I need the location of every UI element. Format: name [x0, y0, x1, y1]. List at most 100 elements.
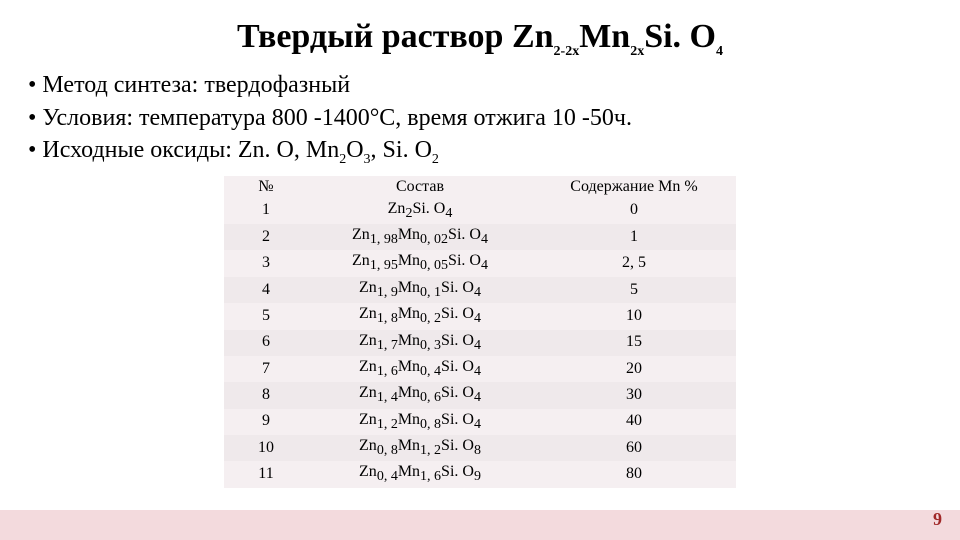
- comp-m2: Si. O: [441, 437, 474, 454]
- comp-zn: Zn: [359, 358, 377, 375]
- comp-s2: 0, 4: [420, 364, 441, 379]
- comp-s1: 1, 4: [377, 390, 398, 405]
- cell-composition: Zn1, 2Mn0, 8Si. O4: [308, 409, 532, 435]
- comp-s1: 0, 4: [377, 470, 398, 485]
- comp-m2: Si. O: [441, 305, 474, 322]
- cell-composition: Zn1, 9Mn0, 1Si. O4: [308, 277, 532, 303]
- cell-number: 6: [224, 330, 308, 356]
- cell-composition: Zn2Si. O4: [308, 198, 532, 224]
- comp-m2: Si. O: [441, 384, 474, 401]
- cell-composition: Zn1, 6Mn0, 4Si. O4: [308, 356, 532, 382]
- table-row: 3Zn1, 95Mn0, 05Si. O42, 5: [224, 250, 736, 276]
- title-sub1: 2-2x: [554, 44, 580, 59]
- comp-m1: Mn: [398, 463, 420, 480]
- comp-s2: 0, 8: [420, 417, 441, 432]
- slide-title: Твердый раствор Zn2-2xMn2xSi. O4: [28, 18, 932, 59]
- comp-m1: Mn: [398, 226, 420, 243]
- comp-s1: 1, 6: [377, 364, 398, 379]
- cell-mn-content: 2, 5: [532, 250, 736, 276]
- table-header-row: № Состав Содержание Mn %: [224, 176, 736, 198]
- comp-m1: Mn: [398, 252, 420, 269]
- table-row: 4Zn1, 9Mn0, 1Si. O45: [224, 277, 736, 303]
- comp-s1: 1, 9: [377, 285, 398, 300]
- comp-m2: Si. O: [448, 226, 481, 243]
- cell-number: 10: [224, 435, 308, 461]
- comp-s3: 4: [474, 285, 481, 300]
- slide: Твердый раствор Zn2-2xMn2xSi. O4 Метод с…: [0, 0, 960, 540]
- comp-m2: Si. O: [441, 332, 474, 349]
- title-sub3: 4: [716, 44, 723, 59]
- cell-composition: Zn0, 8Mn1, 2Si. O8: [308, 435, 532, 461]
- cell-number: 4: [224, 277, 308, 303]
- table-row: 2Zn1, 98Mn0, 02Si. O41: [224, 224, 736, 250]
- cell-number: 11: [224, 461, 308, 487]
- cell-number: 1: [224, 198, 308, 224]
- comp-m2: Si. O: [448, 252, 481, 269]
- cell-mn-content: 80: [532, 461, 736, 487]
- cell-mn-content: 1: [532, 224, 736, 250]
- comp-s1: 0, 8: [377, 443, 398, 458]
- cell-composition: Zn1, 7Mn0, 3Si. O4: [308, 330, 532, 356]
- cell-mn-content: 20: [532, 356, 736, 382]
- comp-zn: Zn: [359, 332, 377, 349]
- comp-zn: Zn: [359, 305, 377, 322]
- composition-table: № Состав Содержание Mn % 1Zn2Si. O402Zn1…: [224, 176, 736, 488]
- comp-m2: Si. O: [441, 358, 474, 375]
- comp-m1: Mn: [398, 411, 420, 428]
- table-row: 6Zn1, 7Mn0, 3Si. O415: [224, 330, 736, 356]
- cell-composition: Zn1, 98Mn0, 02Si. O4: [308, 224, 532, 250]
- bullet-3-s2: 3: [364, 152, 371, 167]
- cell-composition: Zn1, 4Mn0, 6Si. O4: [308, 382, 532, 408]
- bullet-3-s3: 2: [432, 152, 439, 167]
- cell-number: 3: [224, 250, 308, 276]
- comp-s2: 0, 05: [420, 259, 448, 274]
- th-number: №: [224, 176, 308, 198]
- comp-s3: 4: [474, 390, 481, 405]
- comp-zn: Zn: [359, 384, 377, 401]
- comp-m1: Mn: [398, 437, 420, 454]
- comp-zn: Zn: [388, 200, 406, 217]
- comp-zn: Zn: [352, 226, 370, 243]
- composition-table-wrap: № Состав Содержание Mn % 1Zn2Si. O402Zn1…: [28, 176, 932, 488]
- bullet-3-pre: Исходные оксиды: Zn. O, Mn: [42, 137, 339, 163]
- table-body: 1Zn2Si. O402Zn1, 98Mn0, 02Si. O413Zn1, 9…: [224, 198, 736, 488]
- comp-s2: 1, 6: [420, 470, 441, 485]
- comp-s3: 4: [481, 259, 488, 274]
- comp-s1: 1, 7: [377, 338, 398, 353]
- title-mid1: Mn: [579, 18, 630, 55]
- comp-s1: 1, 2: [377, 417, 398, 432]
- table-row: 5Zn1, 8Mn0, 2Si. O410: [224, 303, 736, 329]
- table-row: 8Zn1, 4Mn0, 6Si. O430: [224, 382, 736, 408]
- comp-s2: 0, 6: [420, 390, 441, 405]
- comp-s3: 4: [474, 364, 481, 379]
- cell-mn-content: 0: [532, 198, 736, 224]
- comp-s2: 1, 2: [420, 443, 441, 458]
- th-mn-content: Содержание Mn %: [532, 176, 736, 198]
- comp-zn: Zn: [352, 252, 370, 269]
- comp-s2: 0, 1: [420, 285, 441, 300]
- comp-s2: 0, 2: [420, 311, 441, 326]
- title-mid2: Si. O: [644, 18, 716, 55]
- comp-s2: 0, 02: [420, 232, 448, 247]
- bullet-list: Метод синтеза: твердофазный Условия: тем…: [28, 69, 932, 169]
- cell-number: 8: [224, 382, 308, 408]
- bullet-2: Условия: температура 800 -1400°С, время …: [28, 102, 932, 134]
- comp-m1: Mn: [398, 384, 420, 401]
- comp-s2: 4: [445, 206, 452, 221]
- comp-s1: 1, 98: [370, 232, 398, 247]
- comp-s1: 1, 8: [377, 311, 398, 326]
- cell-mn-content: 10: [532, 303, 736, 329]
- comp-m2: Si. O: [441, 279, 474, 296]
- comp-s3: 4: [481, 232, 488, 247]
- bottom-bar: [0, 510, 960, 540]
- cell-composition: Zn1, 95Mn0, 05Si. O4: [308, 250, 532, 276]
- th-composition: Состав: [308, 176, 532, 198]
- comp-zn: Zn: [359, 411, 377, 428]
- cell-mn-content: 15: [532, 330, 736, 356]
- comp-m1: Mn: [398, 305, 420, 322]
- comp-s3: 4: [474, 311, 481, 326]
- bullet-2-text: Условия: температура 800 -1400°С, время …: [42, 105, 632, 131]
- table-row: 7Zn1, 6Mn0, 4Si. O420: [224, 356, 736, 382]
- comp-s3: 9: [474, 470, 481, 485]
- comp-m2: Si. O: [441, 463, 474, 480]
